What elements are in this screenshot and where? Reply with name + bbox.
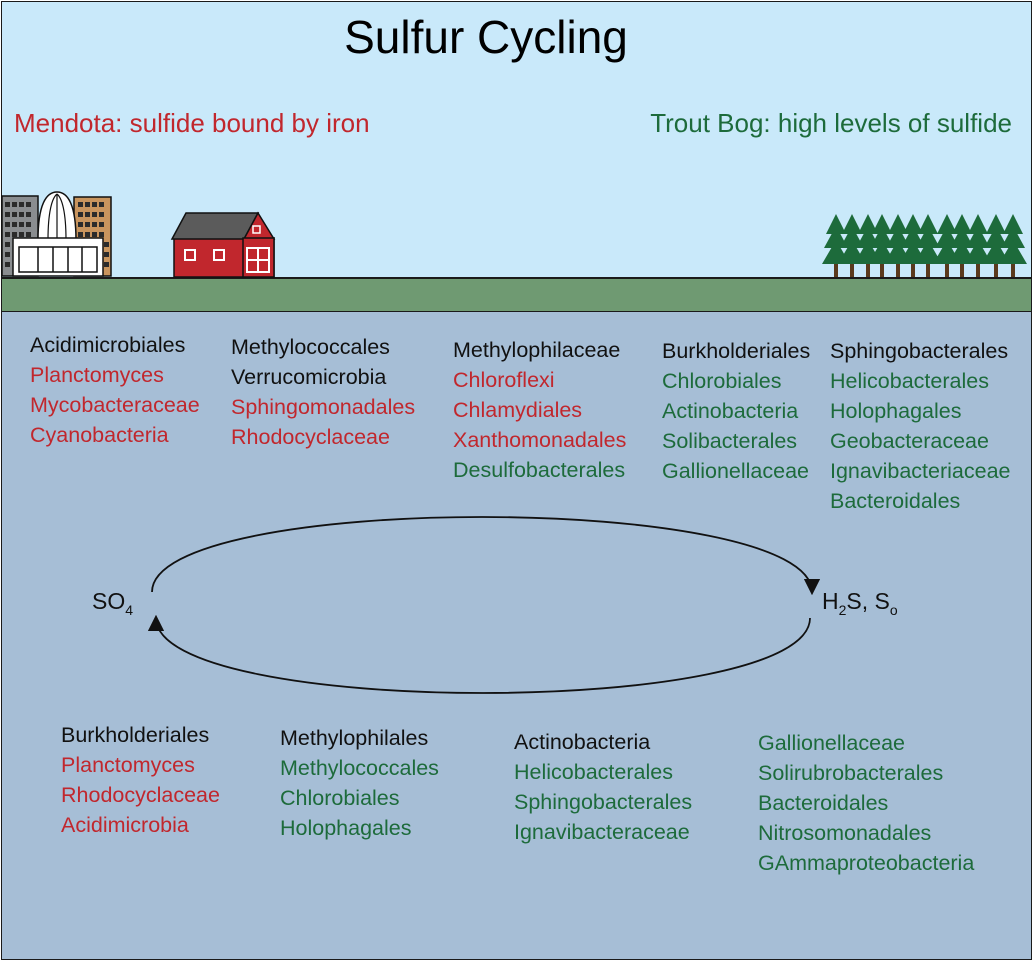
taxon-label: Actinobacteria <box>662 399 799 423</box>
taxon-label: Gallionellaceae <box>758 731 906 755</box>
taxon-label: Acidimicrobiales <box>30 333 186 357</box>
taxon-label: Planctomyces <box>61 753 195 777</box>
taxon-label: Rhodocyclaceae <box>231 425 390 449</box>
taxon-label: Sphingobacterales <box>830 339 1009 363</box>
pine-tree-icon <box>964 214 992 277</box>
taxon-label: Planctomyces <box>30 363 164 387</box>
top-groups-column: Burkholderiales Chlorobiales Actinobacteri… <box>662 336 810 486</box>
taxon-label: Ignavibacteraceae <box>514 820 690 844</box>
bottom-groups-column: Burkholderiales Planctomyces Rhodocyclacea… <box>61 720 220 840</box>
taxon-label: Helicobacterales <box>514 760 673 784</box>
sulfide-label: H2S, So <box>822 588 898 618</box>
taxon-label: Nitrosomonadales <box>758 821 932 845</box>
taxon-label: Methylophilales <box>280 726 429 750</box>
taxon-label: Desulfobacterales <box>453 458 626 482</box>
taxon-label: Burkholderiales <box>61 723 210 747</box>
taxon-label: Holophagales <box>280 816 412 840</box>
bottom-groups-column: Gallionellaceae Solirubrobacterales Bacter… <box>758 728 974 878</box>
taxon-label: Actinobacteria <box>514 730 651 754</box>
pine-tree-icon <box>914 214 942 277</box>
taxon-label: Verrucomicrobia <box>231 365 387 389</box>
taxon-label: Chlamydiales <box>453 398 583 422</box>
diagram-title: Sulfur Cycling <box>344 11 628 63</box>
ground-strip <box>1 278 1032 312</box>
taxon-label: Chloroflexi <box>453 368 555 392</box>
taxon-label: Burkholderiales <box>662 339 811 363</box>
cycle-arrow-top <box>151 516 821 596</box>
taxon-label: Ignavibacteriaceae <box>830 459 1011 483</box>
taxon-label: Cyanobacteria <box>30 423 169 447</box>
taxon-label: Mycobacteraceae <box>30 393 200 417</box>
taxon-label: Helicobacterales <box>830 369 989 393</box>
taxon-label: Sphingomonadales <box>231 395 416 419</box>
top-groups-column: Methylococcales Verrucomicrobia Sphingomon… <box>231 332 415 452</box>
taxon-label: Sphingobacterales <box>514 790 693 814</box>
mendota-label: Mendota: sulfide bound by iron <box>14 108 370 138</box>
taxon-label: Solirubrobacterales <box>758 761 944 785</box>
city-buildings-icon <box>1 191 112 277</box>
top-groups-column: Sphingobacterales Helicobacterales Holopha… <box>830 336 1010 516</box>
top-groups-column: Methylophilaceae Chloroflexi Chlamydiales X… <box>453 335 626 485</box>
trout-bog-label: Trout Bog: high levels of sulfide <box>650 108 1012 138</box>
taxon-label: Rhodocyclaceae <box>61 783 220 807</box>
taxon-label: Holophagales <box>830 399 962 423</box>
taxon-label: Acidimicrobia <box>61 813 189 837</box>
forest-icon <box>822 214 1027 277</box>
bottom-groups-column: Actinobacteria Helicobacterales Sphingobac… <box>514 727 692 847</box>
taxon-label: GAmmaproteobacteria <box>758 851 975 875</box>
cycle-arrow-bottom <box>147 614 811 694</box>
taxon-label: Gallionellaceae <box>662 459 810 483</box>
taxon-label: Methylococcales <box>231 335 390 359</box>
taxon-label: Geobacteraceae <box>830 429 989 453</box>
taxon-label: Methylophilaceae <box>453 338 621 362</box>
taxon-label: Chlorobiales <box>280 786 400 810</box>
taxon-label: Bacteroidales <box>758 791 889 815</box>
taxon-label: Bacteroidales <box>830 489 961 513</box>
taxon-label: Xanthomonadales <box>453 428 627 452</box>
house-icon <box>170 211 276 278</box>
top-groups-column: Acidimicrobiales Planctomyces Mycobacterac… <box>30 330 200 450</box>
water-panel <box>1 312 1032 960</box>
sulfate-label: SO4 <box>92 588 134 618</box>
pine-tree-icon <box>999 214 1027 277</box>
taxon-label: Methylococcales <box>280 756 439 780</box>
bottom-groups-column: Methylophilales Methylococcales Chlorobial… <box>280 723 439 843</box>
taxon-label: Chlorobiales <box>662 369 782 393</box>
taxon-label: Solibacterales <box>662 429 798 453</box>
